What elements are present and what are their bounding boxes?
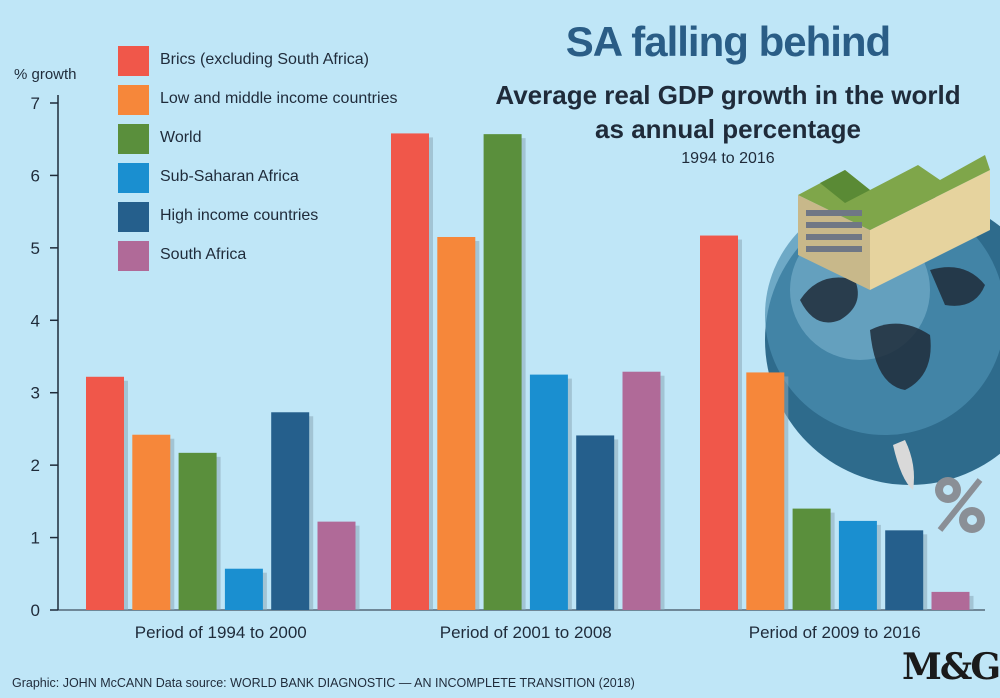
- category-label: Period of 2009 to 2016: [749, 623, 921, 642]
- bar: [86, 376, 124, 610]
- legend-label: World: [160, 129, 202, 146]
- chart-subtitle-line-1: Average real GDP growth in the world: [495, 80, 961, 110]
- bar: [391, 133, 429, 611]
- bar: [700, 235, 738, 610]
- legend-swatch: [118, 241, 149, 271]
- bar: [838, 520, 877, 610]
- bar: [317, 521, 356, 610]
- legend-label: South Africa: [160, 246, 247, 263]
- y-tick-label: 3: [31, 384, 40, 403]
- bar: [746, 372, 785, 610]
- bar: [224, 568, 263, 610]
- legend-swatch: [118, 46, 149, 76]
- legend-swatch: [118, 124, 149, 154]
- bar: [792, 508, 831, 610]
- factory-illustration: [798, 155, 990, 290]
- bar: [437, 236, 476, 610]
- y-tick-label: 5: [31, 239, 40, 258]
- y-tick-label: 1: [31, 529, 40, 548]
- bar: [132, 434, 171, 610]
- bar: [529, 374, 568, 610]
- y-tick-label: 7: [31, 94, 40, 113]
- y-tick-label: 6: [31, 166, 40, 185]
- legend-swatch: [118, 202, 149, 232]
- y-tick-label: 2: [31, 456, 40, 475]
- y-tick-label: 4: [31, 311, 40, 330]
- bar: [885, 530, 924, 610]
- legend-label: High income countries: [160, 207, 319, 224]
- bar: [178, 452, 217, 610]
- bar: [576, 435, 615, 610]
- legend-swatch: [118, 85, 149, 115]
- bar: [271, 412, 310, 610]
- category-label: Period of 2001 to 2008: [440, 623, 612, 642]
- chart-title: SA falling behind: [565, 18, 891, 65]
- percent-gear-icon: [935, 477, 985, 533]
- bar: [483, 134, 522, 610]
- legend-label: Low and middle income countries: [160, 90, 398, 107]
- chart-date-range: 1994 to 2016: [681, 150, 775, 167]
- y-axis-label: % growth: [14, 66, 77, 83]
- publisher-logo: M&G: [902, 646, 1000, 688]
- legend-label: Sub-Saharan Africa: [160, 168, 299, 185]
- category-label: Period of 1994 to 2000: [135, 623, 307, 642]
- source-credit: Graphic: JOHN McCANN Data source: WORLD …: [12, 676, 635, 690]
- legend-label: Brics (excluding South Africa): [160, 51, 369, 68]
- chart-subtitle-line-2: as annual percentage: [595, 114, 861, 144]
- legend-swatch: [118, 163, 149, 193]
- bar: [622, 371, 661, 610]
- bar: [931, 591, 970, 610]
- y-tick-label: 0: [31, 601, 40, 620]
